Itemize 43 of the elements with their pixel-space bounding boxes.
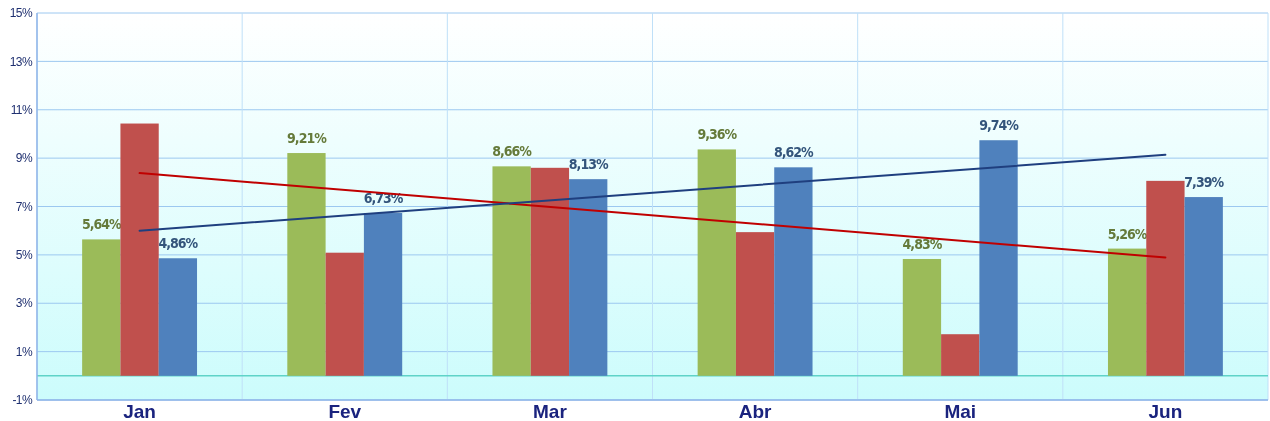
- data-label: 7,39%: [1184, 174, 1225, 191]
- bar: [120, 123, 159, 376]
- bar: [82, 239, 121, 376]
- y-tick-label: 5%: [15, 248, 33, 263]
- bar: [363, 213, 403, 376]
- bar: [530, 167, 570, 376]
- y-tick-label: 7%: [15, 199, 33, 214]
- x-tick-label: Jan: [123, 401, 156, 421]
- x-tick-label: Abr: [738, 401, 773, 421]
- y-tick-label: 13%: [9, 54, 33, 69]
- bar: [569, 179, 608, 376]
- data-label: 8,13%: [568, 156, 609, 173]
- bar: [1146, 180, 1185, 376]
- x-tick-label: Mai: [944, 401, 977, 421]
- bar: [1107, 248, 1147, 376]
- x-tick-label: Jun: [1148, 401, 1183, 421]
- y-tick-label: 9%: [15, 151, 33, 166]
- data-label: 4,83%: [902, 235, 943, 252]
- y-tick-label: -1%: [12, 393, 33, 408]
- bar: [492, 166, 531, 376]
- y-tick-label: 15%: [9, 6, 33, 21]
- bar: [735, 232, 775, 376]
- data-label: 5,64%: [81, 216, 123, 233]
- data-label: 8,66%: [492, 143, 533, 160]
- bar: [325, 252, 364, 376]
- bar: [1184, 197, 1223, 376]
- bar: [902, 258, 942, 376]
- y-tick-label: 11%: [10, 102, 33, 117]
- data-label: 9,36%: [697, 126, 738, 143]
- bar: [774, 167, 813, 376]
- data-label: 4,86%: [158, 235, 199, 252]
- data-label: 8,62%: [774, 144, 815, 161]
- x-tick-label: Fev: [328, 401, 362, 421]
- bar: [697, 149, 736, 376]
- x-tick-label: Mar: [533, 401, 568, 421]
- bar: [979, 140, 1018, 376]
- y-tick-label: 1%: [15, 344, 33, 359]
- bar: [287, 153, 326, 376]
- data-label: 9,21%: [287, 130, 328, 147]
- y-tick-label: 3%: [15, 296, 33, 311]
- bar: [158, 258, 198, 376]
- data-label: 9,74%: [979, 117, 1020, 134]
- bar: [941, 334, 980, 376]
